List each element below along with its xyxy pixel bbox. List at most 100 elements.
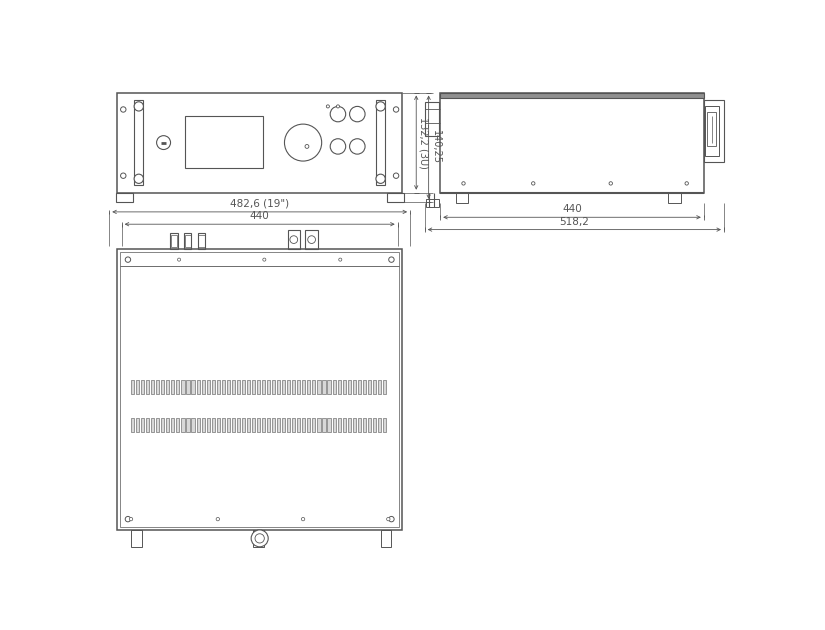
Bar bbox=[455, 193, 468, 203]
Bar bbox=[120, 252, 399, 527]
Circle shape bbox=[389, 257, 394, 262]
Bar bbox=[363, 418, 365, 432]
Bar bbox=[257, 380, 260, 394]
Bar bbox=[323, 418, 326, 432]
Bar bbox=[262, 418, 265, 432]
Circle shape bbox=[327, 105, 329, 108]
Bar bbox=[337, 380, 341, 394]
Bar bbox=[378, 418, 381, 432]
Bar bbox=[297, 380, 300, 394]
Bar bbox=[186, 418, 190, 432]
Bar bbox=[201, 380, 205, 394]
Bar bbox=[212, 380, 214, 394]
Bar bbox=[151, 380, 154, 394]
Bar bbox=[287, 418, 290, 432]
Bar bbox=[272, 380, 276, 394]
Bar bbox=[328, 418, 331, 432]
Bar bbox=[247, 380, 250, 394]
Bar bbox=[136, 380, 139, 394]
Bar bbox=[191, 418, 195, 432]
Circle shape bbox=[301, 517, 304, 521]
Text: 440: 440 bbox=[250, 211, 270, 221]
Bar bbox=[172, 418, 174, 432]
Bar bbox=[237, 380, 240, 394]
Bar bbox=[131, 418, 134, 432]
Circle shape bbox=[125, 257, 130, 262]
Bar bbox=[337, 418, 341, 432]
Bar bbox=[376, 100, 385, 185]
Circle shape bbox=[389, 517, 394, 522]
Bar bbox=[427, 199, 439, 207]
Bar bbox=[184, 234, 191, 249]
Bar bbox=[305, 231, 318, 249]
Bar bbox=[323, 380, 326, 394]
Circle shape bbox=[177, 258, 181, 261]
Bar bbox=[217, 418, 219, 432]
Circle shape bbox=[685, 181, 688, 185]
Bar bbox=[134, 100, 144, 185]
Bar bbox=[222, 418, 224, 432]
Bar bbox=[262, 380, 265, 394]
Bar bbox=[206, 380, 210, 394]
Bar bbox=[282, 418, 285, 432]
Bar bbox=[425, 102, 439, 137]
Bar bbox=[242, 380, 245, 394]
Bar bbox=[201, 418, 205, 432]
Bar bbox=[352, 418, 356, 432]
Bar bbox=[171, 235, 177, 248]
Bar bbox=[282, 380, 285, 394]
Bar bbox=[380, 530, 391, 547]
Bar bbox=[146, 418, 149, 432]
Bar bbox=[705, 106, 719, 156]
Bar bbox=[182, 380, 185, 394]
Circle shape bbox=[609, 181, 612, 185]
Bar bbox=[373, 418, 376, 432]
Text: 482,6 (19"): 482,6 (19") bbox=[230, 199, 290, 209]
Bar bbox=[186, 116, 263, 168]
Text: 518,2: 518,2 bbox=[559, 217, 589, 227]
Bar bbox=[222, 380, 224, 394]
Bar bbox=[252, 380, 255, 394]
Bar bbox=[116, 193, 133, 202]
Bar bbox=[131, 380, 134, 394]
Bar bbox=[199, 235, 205, 248]
Bar bbox=[177, 418, 180, 432]
Bar bbox=[242, 418, 245, 432]
Bar bbox=[182, 418, 185, 432]
Bar bbox=[368, 418, 371, 432]
Bar bbox=[352, 380, 356, 394]
Bar bbox=[277, 418, 281, 432]
Bar bbox=[212, 418, 214, 432]
Bar bbox=[292, 380, 295, 394]
Text: 140,25: 140,25 bbox=[431, 130, 441, 164]
Bar bbox=[383, 418, 386, 432]
Circle shape bbox=[290, 236, 298, 243]
Bar bbox=[227, 380, 230, 394]
Bar bbox=[167, 380, 169, 394]
Bar bbox=[198, 234, 205, 249]
Bar bbox=[252, 418, 255, 432]
Bar bbox=[117, 93, 403, 193]
Bar bbox=[302, 418, 305, 432]
Bar bbox=[267, 418, 270, 432]
Bar bbox=[156, 380, 159, 394]
Bar bbox=[141, 418, 144, 432]
Bar bbox=[267, 380, 270, 394]
Circle shape bbox=[531, 181, 535, 185]
Text: 132,2 (3U): 132,2 (3U) bbox=[418, 117, 428, 169]
Circle shape bbox=[130, 517, 133, 521]
Text: 440: 440 bbox=[562, 204, 582, 214]
Bar bbox=[136, 418, 139, 432]
Bar bbox=[196, 380, 200, 394]
Circle shape bbox=[285, 124, 322, 161]
Bar bbox=[247, 418, 250, 432]
Bar bbox=[441, 93, 704, 193]
Circle shape bbox=[330, 106, 346, 122]
Bar bbox=[191, 380, 195, 394]
Bar bbox=[668, 193, 681, 203]
Bar bbox=[170, 234, 177, 249]
Circle shape bbox=[255, 534, 264, 543]
Bar bbox=[318, 380, 321, 394]
Bar bbox=[373, 380, 376, 394]
Bar bbox=[217, 380, 219, 394]
